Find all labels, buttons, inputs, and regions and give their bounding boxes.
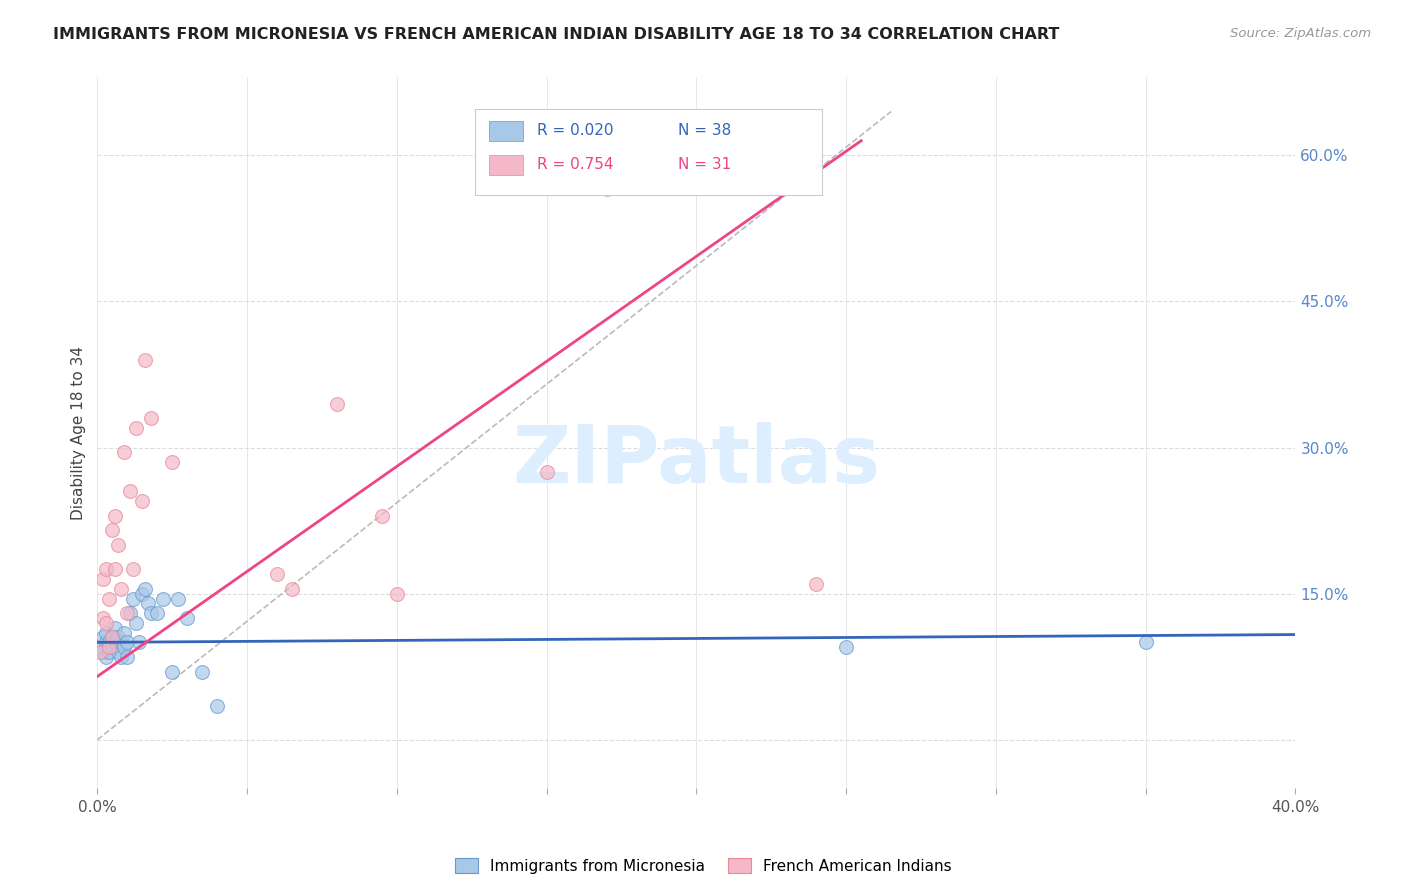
Point <box>104 508 127 523</box>
Text: N = 31: N = 31 <box>679 157 731 172</box>
Point <box>101 631 124 645</box>
Point <box>96 625 118 640</box>
Point <box>104 635 127 649</box>
Point <box>96 615 118 630</box>
Point <box>107 631 129 645</box>
Point <box>131 587 153 601</box>
Point <box>160 665 183 679</box>
Text: N = 38: N = 38 <box>679 123 731 138</box>
Point <box>128 635 150 649</box>
Text: Source: ZipAtlas.com: Source: ZipAtlas.com <box>1230 27 1371 40</box>
Point <box>595 182 617 196</box>
Text: R = 0.020: R = 0.020 <box>537 123 613 138</box>
Point <box>93 645 115 659</box>
Point <box>371 508 394 523</box>
Point <box>167 591 190 606</box>
FancyBboxPatch shape <box>475 110 823 194</box>
Point <box>98 640 121 655</box>
Point <box>93 572 115 586</box>
Point <box>176 611 198 625</box>
Point <box>146 606 169 620</box>
Point <box>141 606 163 620</box>
Point <box>93 611 115 625</box>
Point <box>835 640 858 655</box>
Point <box>117 635 139 649</box>
Point <box>136 596 159 610</box>
Point <box>96 635 118 649</box>
Point <box>101 524 124 538</box>
Point <box>120 606 142 620</box>
Point <box>120 484 142 499</box>
Point <box>104 621 127 635</box>
Point <box>117 650 139 665</box>
Point <box>125 615 148 630</box>
Point <box>117 606 139 620</box>
Legend: Immigrants from Micronesia, French American Indians: Immigrants from Micronesia, French Ameri… <box>449 852 957 880</box>
Point <box>104 562 127 576</box>
Point <box>112 640 135 655</box>
FancyBboxPatch shape <box>489 120 523 141</box>
Point <box>125 421 148 435</box>
Point <box>98 645 121 659</box>
FancyBboxPatch shape <box>489 155 523 175</box>
Point <box>101 640 124 655</box>
Point <box>98 635 121 649</box>
Point <box>107 538 129 552</box>
Point <box>326 397 349 411</box>
Point <box>131 494 153 508</box>
Point <box>385 587 408 601</box>
Point <box>112 445 135 459</box>
Point <box>122 591 145 606</box>
Point <box>536 465 558 479</box>
Point <box>141 411 163 425</box>
Point <box>89 640 111 655</box>
Point <box>112 625 135 640</box>
Point <box>134 582 156 596</box>
Point <box>110 635 132 649</box>
Point <box>160 455 183 469</box>
Point <box>266 567 288 582</box>
Text: IMMIGRANTS FROM MICRONESIA VS FRENCH AMERICAN INDIAN DISABILITY AGE 18 TO 34 COR: IMMIGRANTS FROM MICRONESIA VS FRENCH AME… <box>53 27 1060 42</box>
Point <box>96 562 118 576</box>
Point <box>110 582 132 596</box>
Point <box>806 577 828 591</box>
Text: R = 0.754: R = 0.754 <box>537 157 613 172</box>
Point <box>93 631 115 645</box>
Point <box>1135 635 1157 649</box>
Point <box>110 650 132 665</box>
Point <box>107 645 129 659</box>
Point <box>205 698 228 713</box>
Point <box>89 645 111 659</box>
Point <box>134 352 156 367</box>
Point <box>98 591 121 606</box>
Point <box>152 591 174 606</box>
Point <box>96 650 118 665</box>
Point <box>122 562 145 576</box>
Text: ZIPatlas: ZIPatlas <box>512 423 880 500</box>
Point <box>191 665 214 679</box>
Y-axis label: Disability Age 18 to 34: Disability Age 18 to 34 <box>72 346 86 520</box>
Point <box>101 631 124 645</box>
Point <box>281 582 304 596</box>
